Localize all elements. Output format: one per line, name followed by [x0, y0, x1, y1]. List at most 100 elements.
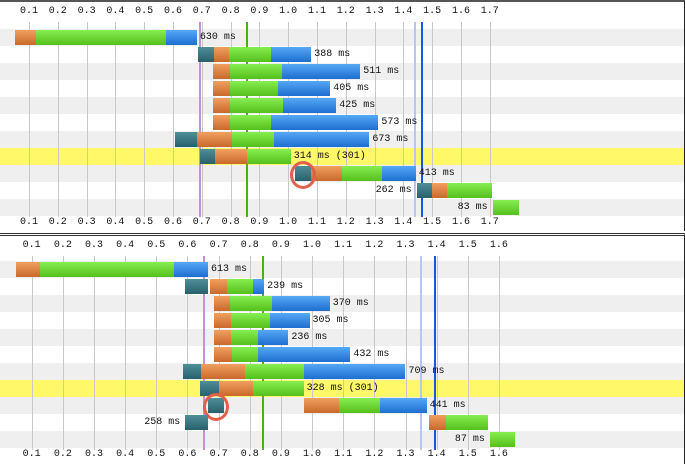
on-load-marker-line: [434, 256, 436, 450]
x-tick-label-bottom: 1.7: [480, 217, 499, 228]
x-tick-label-top: 0.6: [163, 6, 183, 17]
x-tick-label-bottom: 1.5: [423, 217, 442, 228]
x-tick-label-top: 0.7: [209, 240, 228, 251]
x-tick-label-top: 0.8: [221, 6, 240, 17]
request-duration-label: 432 ms: [353, 349, 390, 360]
orange-timing-segment: [209, 279, 227, 294]
x-tick-label-top: 1.4: [427, 240, 446, 251]
row-bg: [0, 97, 684, 114]
x-tick-label-top: 0.9: [271, 240, 290, 251]
orange-timing-segment: [213, 47, 229, 62]
x-tick-label-bottom: 1.1: [307, 217, 327, 228]
x-tick-label-bottom: 1.5: [458, 449, 477, 460]
orange-timing-segment: [218, 381, 254, 396]
gridline: [468, 256, 469, 450]
green-timing-segment: [36, 30, 167, 45]
gridline: [490, 22, 491, 217]
x-tick-label-top: 1.0: [303, 240, 322, 251]
x-tick-label-bottom: 0.6: [163, 217, 183, 228]
gridline: [29, 22, 30, 217]
x-tick-label-bottom: 0.1: [19, 217, 39, 228]
teal-timing-segment: [185, 279, 208, 294]
request-duration-label: 405 ms: [333, 83, 370, 94]
teal-timing-segment: [416, 183, 433, 198]
gridline: [187, 256, 188, 450]
orange-timing-segment: [214, 347, 232, 362]
x-tick-label-bottom: 1.2: [365, 449, 384, 460]
x-tick-label-top: 1.3: [365, 6, 384, 17]
request-duration-label: 328 ms (301): [306, 383, 379, 394]
x-tick-label-top: 1.1: [307, 6, 327, 17]
gridline: [63, 256, 64, 450]
x-tick-label-bottom: 1.2: [336, 217, 355, 228]
gridline: [144, 22, 145, 217]
request-duration-label: 413 ms: [418, 168, 455, 179]
start-render-marker-line: [203, 256, 205, 450]
on-load-marker-line: [421, 22, 423, 217]
gridline: [173, 22, 174, 217]
x-tick-label-bottom: 1.4: [427, 449, 446, 460]
green-timing-segment: [247, 149, 291, 164]
orange-timing-segment: [214, 330, 232, 345]
blue-timing-segment: [269, 313, 310, 328]
teal-timing-segment: [199, 381, 219, 396]
gridline: [94, 256, 95, 450]
x-tick-label-top: 0.7: [192, 6, 211, 17]
request-duration-label: 239 ms: [267, 281, 304, 292]
green-timing-segment: [253, 381, 304, 396]
x-tick-label-top: 0.5: [147, 240, 166, 251]
blue-timing-segment: [271, 47, 312, 62]
orange-timing-segment: [303, 398, 339, 413]
x-tick-label-bottom: 0.8: [221, 217, 240, 228]
gridline: [374, 256, 375, 450]
request-duration-label: 511 ms: [363, 66, 400, 77]
green-timing-segment: [40, 262, 175, 277]
request-duration-label: 305 ms: [312, 315, 349, 326]
row-bg: [0, 182, 684, 199]
gridline: [406, 256, 407, 450]
gridline: [87, 22, 88, 217]
x-tick-label-top: 0.3: [84, 240, 104, 251]
highlight-circle-annotation: [202, 393, 229, 421]
green-timing-segment: [230, 115, 271, 130]
green-timing-segment: [492, 200, 519, 215]
request-duration-label: 314 ms (301): [293, 151, 366, 162]
orange-timing-segment: [213, 115, 231, 130]
gridline: [125, 256, 126, 450]
row-bg: [0, 199, 684, 216]
on-load-start-marker-line: [414, 22, 416, 217]
x-tick-label-top: 1.7: [480, 6, 499, 17]
x-tick-label-bottom: 0.5: [135, 217, 154, 228]
gridline: [58, 22, 59, 217]
gridline: [499, 256, 500, 450]
x-tick-label-top: 1.5: [458, 240, 477, 251]
blue-timing-segment: [253, 279, 265, 294]
x-tick-label-bottom: 1.3: [396, 449, 415, 460]
x-tick-label-top: 1.1: [334, 240, 353, 251]
gridline: [461, 22, 462, 217]
teal-timing-segment: [174, 132, 197, 147]
gridline: [432, 22, 433, 217]
x-tick-label-top: 0.3: [77, 6, 96, 17]
green-timing-segment: [231, 313, 270, 328]
green-timing-segment: [231, 347, 259, 362]
blue-timing-segment: [281, 64, 361, 79]
x-tick-label-bottom: 0.2: [53, 449, 72, 460]
gridline: [115, 22, 116, 217]
highlighted-row-bg: [0, 148, 684, 165]
highlight-circle-annotation: [290, 161, 317, 189]
request-duration-label: 709 ms: [408, 366, 445, 377]
green-timing-segment: [446, 415, 489, 430]
x-tick-label-bottom: 1.0: [279, 217, 298, 228]
orange-timing-segment: [16, 262, 41, 277]
gridline: [437, 256, 438, 450]
x-tick-label-top: 0.4: [116, 240, 135, 251]
green-timing-segment: [230, 98, 283, 113]
teal-timing-segment: [183, 364, 201, 379]
teal-timing-segment: [185, 415, 208, 430]
blue-timing-segment: [258, 330, 289, 345]
green-timing-segment: [245, 364, 305, 379]
request-duration-label: 630 ms: [199, 32, 236, 43]
x-tick-label-bottom: 1.4: [394, 217, 413, 228]
highlighted-row-bg: [0, 380, 684, 397]
